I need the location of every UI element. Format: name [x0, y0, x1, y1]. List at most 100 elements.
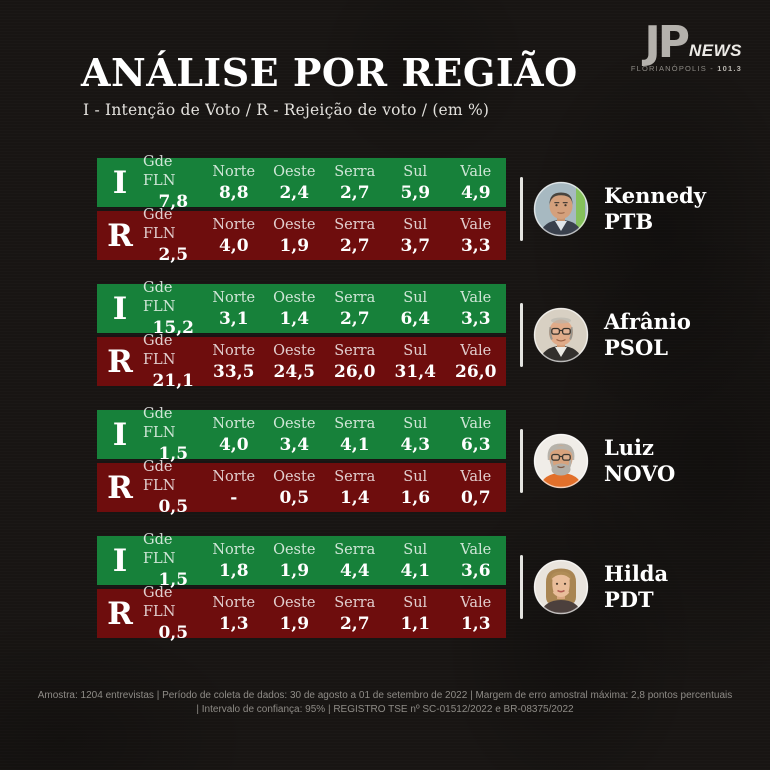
- candidate-block-afranio: I Gde FLN 15,2 Norte 3,1 Oeste 1,4 Serra 2,7…: [0, 280, 770, 391]
- rejection-label: R: [107, 217, 133, 254]
- region-cell: Sul 6,4: [385, 284, 446, 333]
- intention-value: 4,1: [339, 434, 370, 455]
- rejection-value: 4,0: [218, 235, 249, 256]
- region-label: Serra: [334, 342, 376, 359]
- candidate-portrait-icon: [533, 433, 589, 489]
- rejection-value: 1,3: [218, 613, 249, 634]
- region-label: Vale: [460, 541, 492, 558]
- region-cell: Gde FLN 1,5: [143, 406, 204, 464]
- region-label: Oeste: [273, 415, 316, 432]
- rejection-value: 33,5: [213, 361, 255, 382]
- region-cell: Sul 31,4: [385, 337, 446, 386]
- region-cell: Serra 2,7: [325, 589, 386, 638]
- region-label: Serra: [334, 163, 376, 180]
- logo-station-line: FLORIANÓPOLIS - 101.3: [612, 64, 742, 73]
- intention-value: 6,3: [460, 434, 491, 455]
- rejection-value: 2,7: [339, 235, 370, 256]
- rejection-value: 1,6: [400, 487, 431, 508]
- footer-notes: Amostra: 1204 entrevistas | Período de c…: [0, 689, 770, 717]
- rejection-value: 3,7: [400, 235, 431, 256]
- region-cell: Gde FLN 0,5: [143, 459, 204, 517]
- intention-value: 3,4: [279, 434, 310, 455]
- region-cell: Vale 6,3: [446, 410, 507, 459]
- region-label: Oeste: [273, 216, 316, 233]
- region-cell: Vale 0,7: [446, 463, 507, 512]
- region-cell: Oeste 0,5: [264, 463, 325, 512]
- region-label: Sul: [403, 468, 428, 485]
- intention-value: 2,4: [279, 182, 310, 203]
- intention-label: I: [112, 290, 128, 327]
- intention-value: 4,3: [400, 434, 431, 455]
- page-subtitle: I - Intenção de Voto / R - Rejeição de v…: [83, 101, 490, 119]
- rejection-row: R Gde FLN 21,1 Norte 33,5 Oeste 24,5 Serra 2…: [97, 333, 506, 391]
- poll-table: I Gde FLN 7,8 Norte 8,8 Oeste 2,4 Serra 2,7 …: [97, 154, 506, 265]
- vertical-divider: [520, 303, 523, 367]
- region-cell: Norte 1,8: [204, 536, 265, 585]
- region-label: Oeste: [273, 468, 316, 485]
- candidate-block-luiz: I Gde FLN 1,5 Norte 4,0 Oeste 3,4 Serra 4,1 …: [0, 406, 770, 517]
- logo-station-name: FLORIANÓPOLIS: [630, 64, 707, 73]
- rejection-value: 24,5: [273, 361, 315, 382]
- intention-value: 7,8: [158, 192, 189, 212]
- rejection-value: 31,4: [394, 361, 436, 382]
- jp-monogram-icon: JP: [644, 17, 690, 68]
- region-cell: Gde FLN 7,8: [143, 154, 204, 212]
- region-label: Sul: [403, 342, 428, 359]
- region-label: Gde FLN: [143, 207, 176, 242]
- region-cell: Norte 4,0: [204, 410, 265, 459]
- candidate-name-block: Luiz NOVO: [604, 435, 675, 487]
- candidate-photo: [533, 559, 589, 615]
- candidate-name: Kennedy: [604, 183, 706, 208]
- rejection-value: -: [230, 487, 238, 508]
- intention-value: 3,3: [460, 308, 491, 329]
- rejection-value: 1,9: [279, 613, 310, 634]
- region-label: Norte: [212, 594, 256, 611]
- rejection-value: 1,9: [279, 235, 310, 256]
- region-label: Serra: [334, 415, 376, 432]
- rejection-value: 21,1: [152, 371, 194, 391]
- candidate-name-block: Afrânio PSOL: [604, 309, 691, 361]
- intention-value: 8,8: [218, 182, 249, 203]
- vertical-divider: [520, 177, 523, 241]
- rejection-row: R Gde FLN 0,5 Norte - Oeste 0,5 Serra 1,4 Su…: [97, 459, 507, 517]
- region-label: Serra: [334, 541, 376, 558]
- region-label: Gde FLN: [143, 532, 176, 567]
- rejection-value: 1,1: [400, 613, 431, 634]
- footer-line-2: | Intervalo de confiança: 95% | REGISTRO…: [196, 704, 574, 715]
- region-label: Serra: [334, 594, 376, 611]
- region-label: Vale: [460, 289, 492, 306]
- region-label: Vale: [460, 163, 492, 180]
- intention-row: I Gde FLN 7,8 Norte 8,8 Oeste 2,4 Serra 2,7 …: [97, 154, 506, 212]
- candidate-party: PDT: [604, 587, 654, 612]
- region-cell: Oeste 1,9: [264, 536, 325, 585]
- candidate-party: PSOL: [604, 335, 669, 360]
- intention-row: I Gde FLN 15,2 Norte 3,1 Oeste 1,4 Serra 2,7…: [97, 280, 507, 338]
- rejection-value: 2,7: [339, 613, 370, 634]
- region-label: Sul: [403, 594, 428, 611]
- rejection-value: 0,5: [158, 623, 189, 643]
- rejection-value: 0,5: [158, 497, 189, 517]
- poll-table: I Gde FLN 1,5 Norte 1,8 Oeste 1,9 Serra 4,4 …: [97, 532, 507, 643]
- region-label: Sul: [403, 541, 428, 558]
- rejection-value: 0,5: [279, 487, 310, 508]
- intention-value: 1,8: [218, 560, 249, 581]
- candidate-name-block: Hilda PDT: [604, 561, 668, 613]
- region-label: Gde FLN: [143, 333, 176, 368]
- rejection-value: 1,3: [460, 613, 491, 634]
- rejection-value: 26,0: [455, 361, 497, 382]
- candidate-block-hilda: I Gde FLN 1,5 Norte 1,8 Oeste 1,9 Serra 4,4 …: [0, 532, 770, 643]
- candidate-block-kennedy: I Gde FLN 7,8 Norte 8,8 Oeste 2,4 Serra 2,7 …: [0, 154, 770, 265]
- region-cell: Oeste 1,9: [264, 589, 325, 638]
- region-cell: Serra 26,0: [325, 337, 386, 386]
- intention-label: I: [112, 542, 128, 579]
- region-cell: Vale 1,3: [446, 589, 507, 638]
- region-label: Vale: [460, 415, 492, 432]
- region-cell: Gde FLN 0,5: [143, 585, 204, 643]
- region-cell: Vale 3,3: [446, 284, 507, 333]
- rejection-value: 2,5: [158, 245, 189, 265]
- candidate-photo: [533, 433, 589, 489]
- intention-value: 4,4: [339, 560, 370, 581]
- region-cell: Norte 8,8: [204, 158, 265, 207]
- rejection-label: R: [107, 595, 133, 632]
